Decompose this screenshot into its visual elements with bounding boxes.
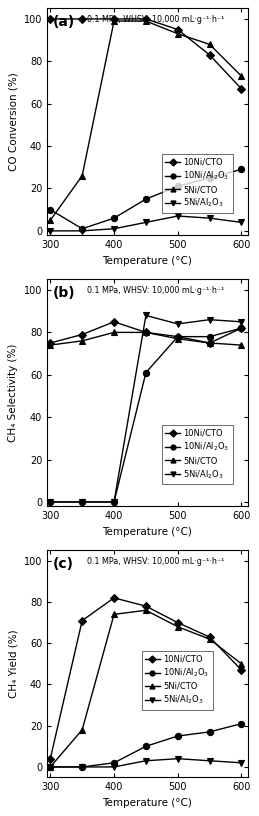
Text: 0.1 MPa, WHSV: 10,000 mL·g⁻¹·h⁻¹: 0.1 MPa, WHSV: 10,000 mL·g⁻¹·h⁻¹ bbox=[87, 16, 225, 24]
Text: 0.1 MPa, WHSV: 10,000 mL·g⁻¹·h⁻¹: 0.1 MPa, WHSV: 10,000 mL·g⁻¹·h⁻¹ bbox=[87, 557, 225, 566]
Text: (a): (a) bbox=[53, 16, 75, 29]
Legend: 10Ni/CTO, 10Ni/Al$_2$O$_3$, 5Ni/CTO, 5Ni/Al$_2$O$_3$: 10Ni/CTO, 10Ni/Al$_2$O$_3$, 5Ni/CTO, 5Ni… bbox=[142, 651, 213, 710]
Y-axis label: CH₄ Selectivity (%): CH₄ Selectivity (%) bbox=[8, 344, 18, 442]
Y-axis label: CH₄ Yield (%): CH₄ Yield (%) bbox=[8, 630, 18, 698]
Text: 0.1 MPa, WHSV: 10,000 mL·g⁻¹·h⁻¹: 0.1 MPa, WHSV: 10,000 mL·g⁻¹·h⁻¹ bbox=[87, 286, 225, 295]
X-axis label: Temperature (°C): Temperature (°C) bbox=[103, 526, 192, 537]
Legend: 10Ni/CTO, 10Ni/Al$_2$O$_3$, 5Ni/CTO, 5Ni/Al$_2$O$_3$: 10Ni/CTO, 10Ni/Al$_2$O$_3$, 5Ni/CTO, 5Ni… bbox=[162, 154, 233, 213]
X-axis label: Temperature (°C): Temperature (°C) bbox=[103, 798, 192, 808]
Legend: 10Ni/CTO, 10Ni/Al$_2$O$_3$, 5Ni/CTO, 5Ni/Al$_2$O$_3$: 10Ni/CTO, 10Ni/Al$_2$O$_3$, 5Ni/CTO, 5Ni… bbox=[162, 425, 233, 484]
Text: (b): (b) bbox=[53, 286, 76, 300]
X-axis label: Temperature (°C): Temperature (°C) bbox=[103, 255, 192, 265]
Y-axis label: CO Conversion (%): CO Conversion (%) bbox=[8, 73, 18, 171]
Text: (c): (c) bbox=[53, 557, 74, 571]
